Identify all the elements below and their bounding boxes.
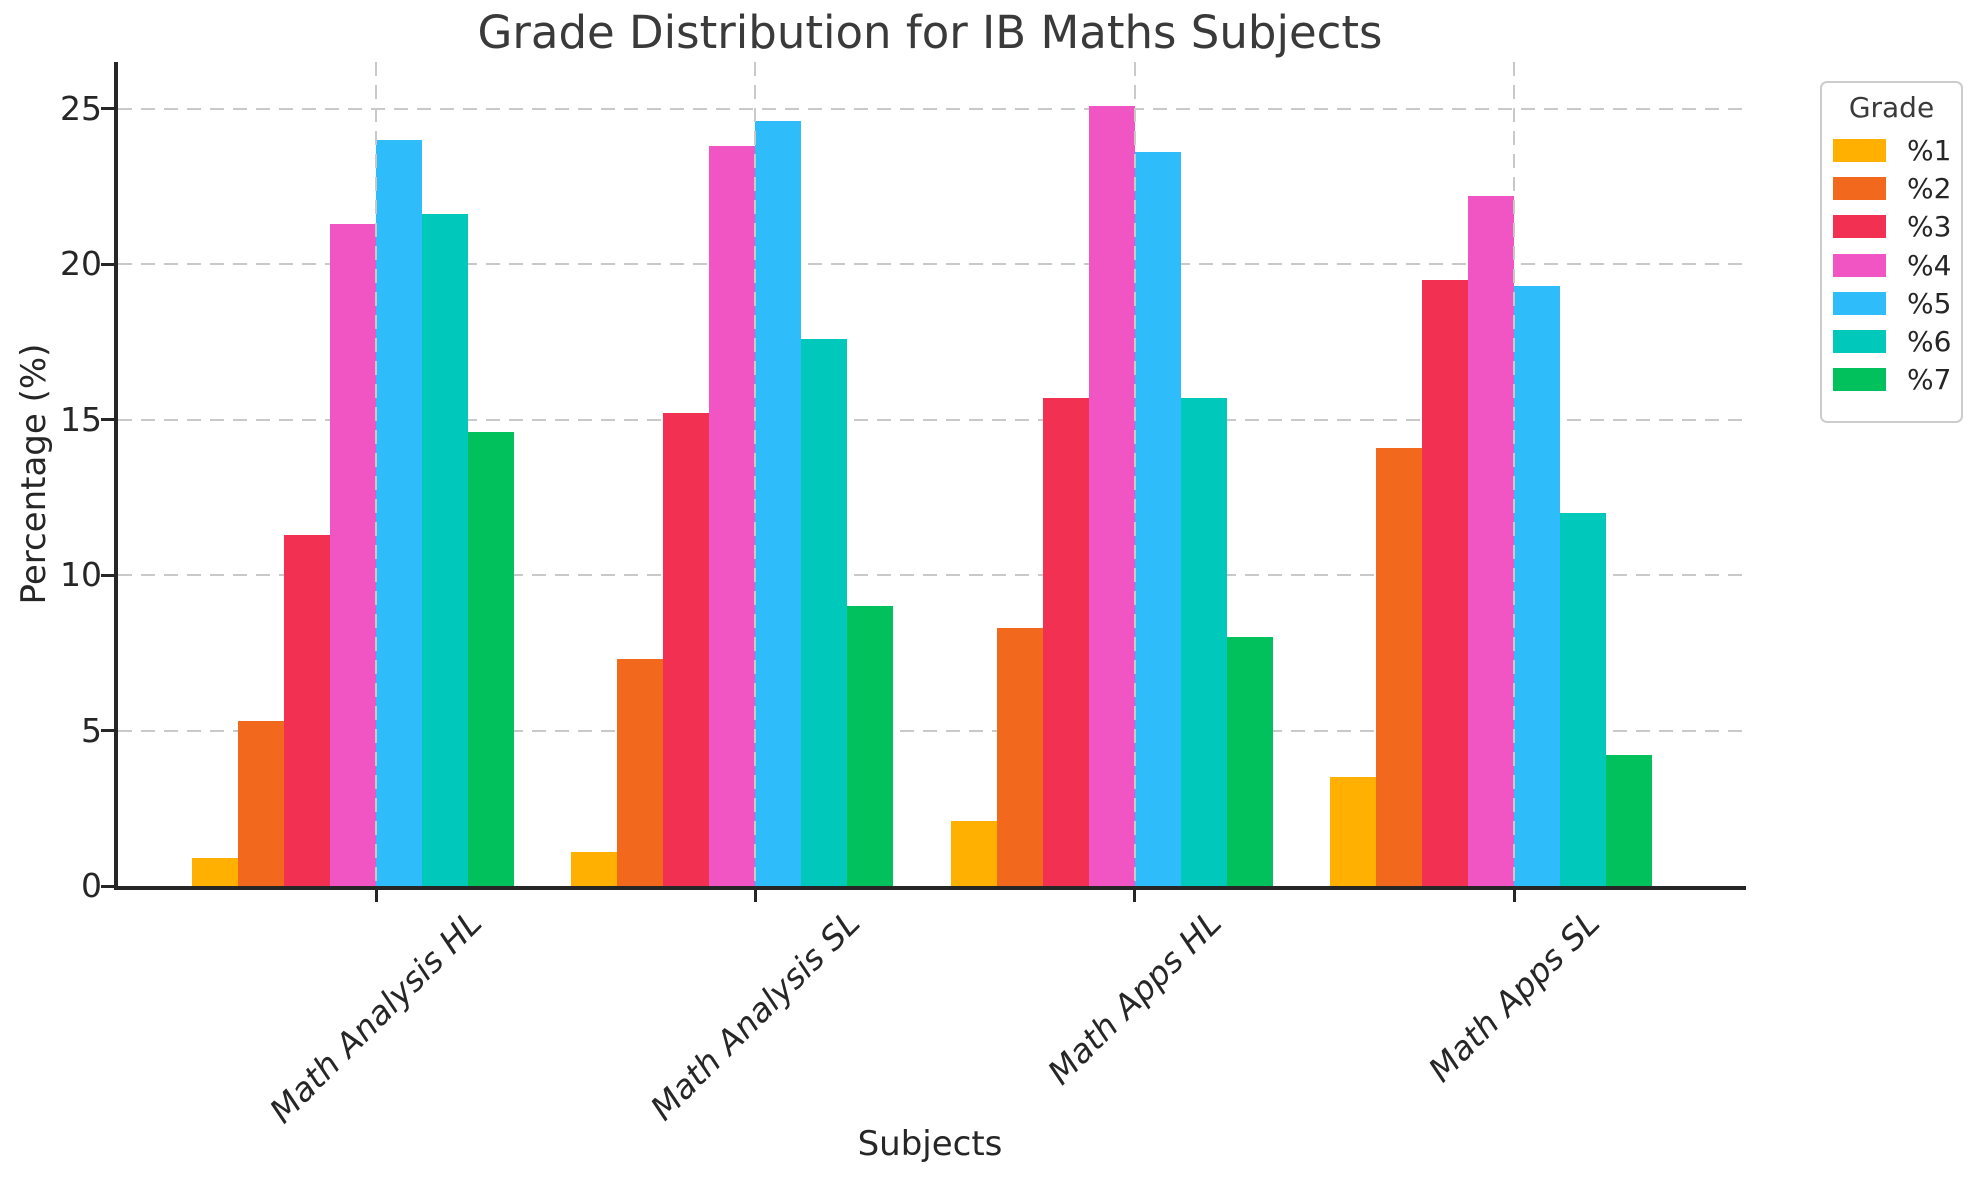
bar-math-analysis-sl-grade-6 [801,338,848,886]
legend-items: %1 %2 %3 %4 %5 %6 %7 [1833,131,1955,399]
legend-item-label-1: %1 [1907,133,1952,167]
bar-math-analysis-hl-grade-2 [238,721,285,886]
y-tick-label-15: 15 [60,399,102,439]
legend-item-label-2: %2 [1907,171,1952,205]
y-tick-label-0: 0 [81,866,102,905]
bar-math-analysis-hl-grade-3 [284,534,331,886]
h-gridline-10 [118,574,1746,577]
legend-swatch-7 [1833,368,1886,392]
legend-item-label-7: %7 [1907,363,1952,397]
bar-math-analysis-hl-grade-4 [330,223,377,886]
legend-swatch-1 [1833,138,1886,162]
bar-math-apps-sl-grade-7 [1606,755,1652,886]
bar-math-analysis-sl-grade-3 [663,413,710,886]
legend-swatch-6 [1833,330,1886,354]
x-tick-label-3: Math Apps SL [1420,903,1607,1090]
bar-math-apps-sl-grade-4 [1468,195,1514,886]
bar-math-apps-sl-grade-3 [1422,279,1468,886]
bar-math-analysis-sl-grade-7 [847,606,894,886]
bar-math-apps-hl-grade-6 [1180,397,1227,886]
chart-title: Grade Distribution for IB Maths Subjects [477,6,1383,59]
bar-math-apps-sl-grade-5 [1514,285,1560,886]
h-gridline-25 [118,107,1746,110]
legend-item-4: %4 [1833,246,1955,284]
bar-math-apps-sl-grade-2 [1376,447,1422,886]
y-tick-20 [101,262,114,266]
x-tick-2 [1133,890,1137,902]
legend-swatch-4 [1833,253,1886,277]
x-tick-3 [1512,890,1516,902]
bar-math-apps-sl-grade-6 [1560,512,1606,886]
bar-math-apps-hl-grade-2 [996,627,1043,886]
legend-item-label-5: %5 [1907,286,1952,320]
bar-math-apps-hl-grade-1 [950,820,997,886]
legend: Grade %1 %2 %3 %4 %5 %6 %7 [1820,81,1963,423]
legend-item-label-4: %4 [1907,248,1952,282]
x-tick-label-1: Math Analysis SL [642,903,868,1128]
x-tick-1 [753,890,757,902]
bar-math-apps-hl-grade-4 [1088,105,1135,886]
bar-math-apps-hl-grade-7 [1226,637,1273,886]
h-gridline-15 [118,418,1746,421]
v-gridline-0 [375,62,378,886]
y-tick-15 [101,418,114,422]
y-tick-label-10: 10 [60,555,102,595]
legend-swatch-5 [1833,291,1886,315]
y-tick-25 [101,107,114,111]
bar-math-analysis-hl-grade-5 [376,139,423,886]
y-tick-label-20: 20 [60,244,102,284]
bar-math-analysis-sl-grade-2 [617,659,664,886]
bar-math-apps-hl-grade-3 [1042,397,1089,886]
bar-math-apps-hl-grade-5 [1134,152,1181,886]
legend-swatch-3 [1833,215,1886,239]
y-tick-10 [101,573,114,577]
h-gridline-20 [118,263,1746,266]
y-tick-label-25: 25 [60,88,102,128]
legend-item-3: %3 [1833,208,1955,246]
bar-math-analysis-sl-grade-5 [755,121,802,886]
y-tick-5 [101,729,114,733]
bar-math-analysis-sl-grade-1 [571,851,618,886]
v-gridline-3 [1513,62,1515,886]
plot-area [114,62,1746,890]
bar-math-analysis-sl-grade-4 [709,145,756,886]
y-tick-0 [101,884,114,888]
v-gridline-1 [754,62,757,886]
y-tick-label-5: 5 [81,710,102,750]
legend-item-7: %7 [1833,361,1955,399]
legend-item-6: %6 [1833,322,1955,360]
legend-swatch-2 [1833,176,1886,200]
legend-item-2: %2 [1833,169,1955,207]
legend-item-1: %1 [1833,131,1955,169]
x-axis-label: Subjects [857,1124,1003,1164]
legend-title: Grade [1848,91,1935,124]
h-gridline-5 [118,729,1746,732]
legend-item-label-6: %6 [1907,325,1952,359]
x-tick-0 [374,890,378,902]
bar-math-analysis-hl-grade-1 [192,858,239,886]
legend-item-5: %5 [1833,284,1955,322]
legend-item-label-3: %3 [1907,210,1952,244]
v-gridline-2 [1133,62,1136,886]
bar-math-analysis-hl-grade-7 [468,432,515,886]
x-tick-label-0: Math Analysis HL [261,903,490,1131]
bar-math-analysis-hl-grade-6 [422,214,469,886]
bar-math-apps-sl-grade-1 [1330,777,1376,886]
x-tick-label-2: Math Apps HL [1040,903,1230,1093]
